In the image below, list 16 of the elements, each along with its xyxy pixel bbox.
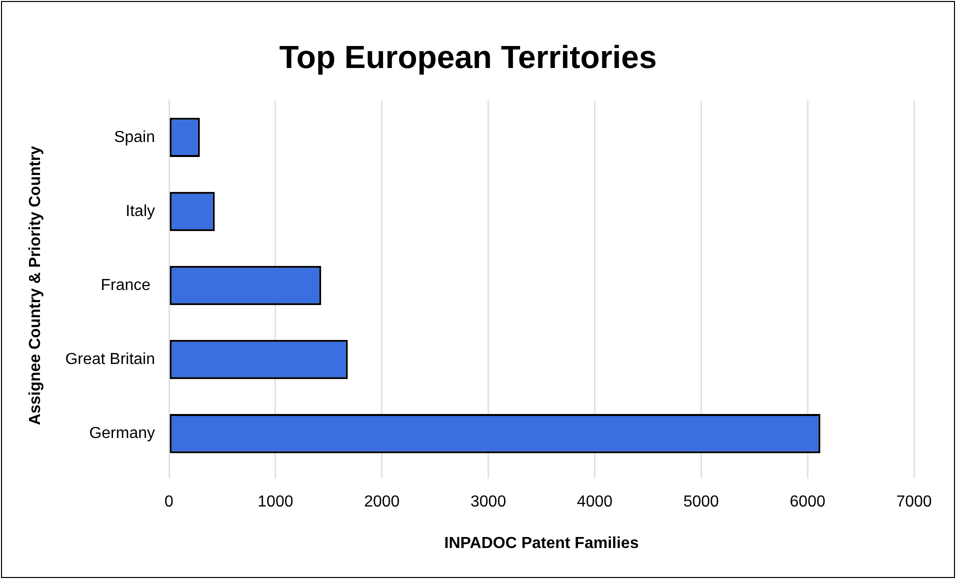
x-axis-title: INPADOC Patent Families <box>444 534 639 552</box>
y-tick-label: Great Britain <box>65 350 156 368</box>
chart-title: Top European Territories <box>279 39 657 76</box>
y-tick-label: Spain <box>114 128 156 146</box>
y-tick-label: France <box>100 276 156 294</box>
x-tick-label: 5000 <box>683 494 720 511</box>
x-tick-label: 3000 <box>470 494 506 511</box>
x-tick-label: 7000 <box>896 494 932 511</box>
x-tick-label: 2000 <box>364 494 400 511</box>
y-tick-label: Italy <box>126 202 156 220</box>
x-tick-label: 0 <box>164 494 174 511</box>
x-tick-label: 6000 <box>790 494 826 511</box>
x-tick-label: 1000 <box>258 494 294 511</box>
x-tick-label: 4000 <box>576 494 613 511</box>
y-axis-title: Assignee Country & Priority Country <box>27 146 44 426</box>
y-tick-label: Germany <box>89 424 156 442</box>
